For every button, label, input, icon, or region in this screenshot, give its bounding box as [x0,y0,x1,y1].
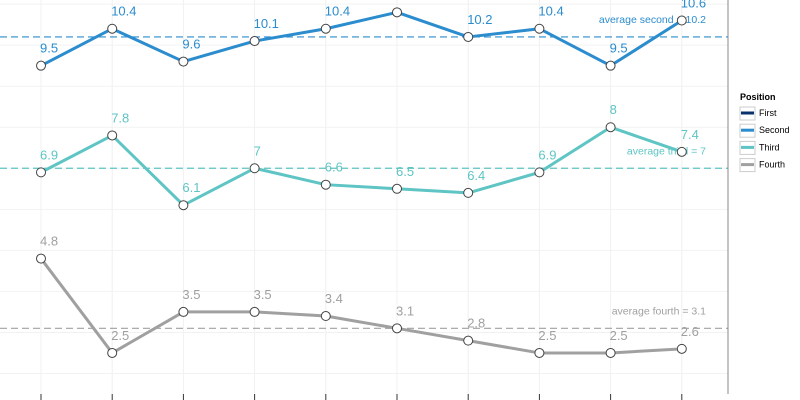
data-label: 4.8 [40,234,58,249]
data-point [676,146,687,157]
series-line [40,125,683,207]
data-label: 10.4 [325,4,350,19]
data-label: 6.9 [40,147,58,162]
data-label: 10.2 [467,12,492,27]
data-label: 7.8 [111,110,129,125]
reference-line-label: average second = 10.2 [599,14,706,26]
data-point [463,335,474,346]
data-point [534,23,545,34]
data-point [36,60,46,71]
data-point [107,347,118,358]
data-point [249,36,260,47]
legend-entry-label: Second [759,125,790,135]
data-point [463,31,474,42]
data-point [249,306,260,317]
legend: Position First Second Third Fourth [736,92,798,180]
data-label: 6.6 [325,160,343,175]
data-label: 10.6 [681,0,706,11]
data-label: 10.1 [254,16,279,31]
data-label: 3.1 [396,303,414,318]
data-label: 2.6 [681,324,699,339]
data-label: 2.8 [467,316,485,331]
data-point [605,347,616,358]
data-point [534,347,545,358]
data-point [107,23,118,34]
data-label: 2.5 [538,328,556,343]
data-labels-layer: 9.5 10.4 9.6 10.1 10.4 10.8 10.2 10.4 9.5 10.6 6.9… [40,0,706,343]
data-label: 10.8 [396,0,421,2]
data-point [534,167,545,178]
data-point [178,200,189,211]
data-point [320,179,331,190]
legend-entry-label: Third [759,142,780,152]
data-point [392,323,402,334]
x-axis [40,0,729,400]
data-point [178,56,189,67]
series-line [39,257,682,355]
data-point [107,130,118,141]
data-label: 3.5 [254,287,272,302]
data-label: 9.5 [40,41,58,56]
data-point [463,187,474,198]
legend-entry-label: Fourth [759,160,785,170]
data-label: 6.5 [396,164,414,179]
data-point [36,253,46,264]
series-line [40,10,683,68]
data-label: 6.4 [467,168,485,183]
reference-line-label: average fourth = 3.1 [612,305,706,317]
data-point [676,343,687,354]
data-label: 10.4 [111,4,136,19]
data-label: 7 [254,143,261,158]
legend-title: Position [740,92,776,102]
data-point [676,15,687,26]
data-label: 7.4 [681,127,699,142]
data-label: 3.5 [182,287,200,302]
data-label: 2.5 [610,328,628,343]
data-point [320,23,331,34]
reference-line-label: average third = 7 [627,145,706,157]
data-point [249,163,260,174]
data-label: 8 [610,102,617,117]
data-point [605,60,616,71]
data-label: 9.6 [182,37,200,52]
data-point [178,306,189,317]
data-label: 6.1 [182,180,200,195]
data-label: 9.5 [610,41,628,56]
series-layer [36,7,687,358]
data-label: 10.4 [538,4,563,19]
data-point [320,311,331,322]
data-point [36,167,46,178]
grid-layer [0,0,728,394]
data-label: 2.5 [111,328,129,343]
legend-entry-label: First [759,108,777,118]
data-label: 3.4 [325,291,343,306]
data-point [392,7,402,18]
data-point [392,183,402,194]
data-point [605,122,616,133]
data-label: 6.9 [538,147,556,162]
